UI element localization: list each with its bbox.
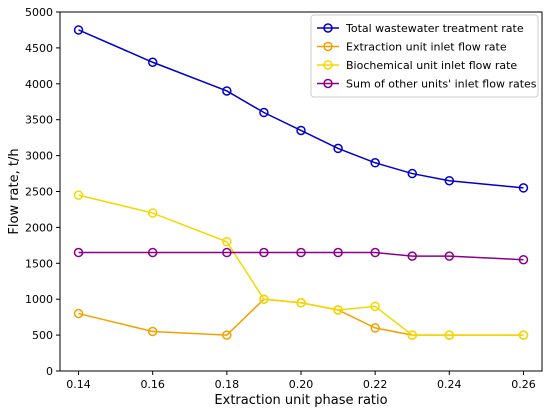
y-tick-label: 2000 <box>25 221 53 234</box>
legend-box <box>310 14 539 98</box>
data-point <box>444 330 455 340</box>
data-point <box>407 251 417 261</box>
legend-label: Biochemical unit inlet flow rate <box>346 59 517 72</box>
legend-label: Extraction unit inlet flow rate <box>346 41 507 54</box>
data-point <box>222 330 232 340</box>
legend-label: Total wastewater treatment rate <box>345 22 524 35</box>
y-tick-label: 5000 <box>25 6 53 19</box>
y-tick-label: 500 <box>32 329 53 342</box>
legend-item: Sum of other units' inlet flow rates <box>317 78 537 91</box>
x-tick-label: 0.20 <box>289 378 314 391</box>
y-tick-label: 4000 <box>25 78 53 91</box>
data-point <box>407 168 417 179</box>
legend-marker <box>323 23 333 33</box>
y-tick-label: 1500 <box>25 257 53 270</box>
data-point <box>296 247 306 258</box>
data-point <box>407 330 417 340</box>
y-axis: 0 500 1000 1500 2000 2500 3000 3500 4000 4500 5000 <box>25 6 60 378</box>
x-tick-label: 0.24 <box>437 378 462 391</box>
data-point <box>222 247 232 258</box>
series-line <box>78 194 524 336</box>
data-point <box>333 305 343 315</box>
y-tick-label: 3500 <box>25 114 53 127</box>
data-point <box>370 158 380 168</box>
y-tick-label: 0 <box>46 365 53 378</box>
data-point <box>147 57 158 68</box>
legend-marker <box>323 60 333 70</box>
data-point <box>518 330 529 340</box>
data-point <box>296 298 306 308</box>
series-total-wastewater <box>73 25 529 193</box>
legend-label: Sum of other units' inlet flow rates <box>346 78 537 91</box>
data-point <box>147 326 158 337</box>
data-point <box>444 251 455 261</box>
data-point <box>370 301 380 312</box>
series-line <box>78 29 524 189</box>
data-point <box>518 183 529 193</box>
data-point <box>370 323 380 333</box>
x-tick-label: 0.18 <box>215 378 240 391</box>
legend-item: Extraction unit inlet flow rate <box>317 41 507 54</box>
data-point <box>333 247 343 258</box>
x-tick-label: 0.22 <box>363 378 388 391</box>
x-tick-label: 0.16 <box>140 378 165 391</box>
data-point <box>73 247 84 258</box>
y-tick-label: 4500 <box>25 42 53 55</box>
data-point <box>147 247 158 258</box>
series-layer <box>73 25 529 340</box>
y-axis-label: Flow rate, t/h <box>7 148 22 234</box>
legend-marker <box>323 78 333 89</box>
legend-item: Biochemical unit inlet flow rate <box>317 59 517 72</box>
y-tick-label: 2500 <box>25 186 53 199</box>
data-point <box>259 247 269 258</box>
legend-marker <box>323 41 333 52</box>
data-point <box>296 125 306 136</box>
data-point <box>259 294 269 304</box>
y-tick-label: 1000 <box>25 293 53 306</box>
series-other-units-sum <box>73 247 529 265</box>
data-point <box>73 25 84 35</box>
series-line <box>78 251 524 261</box>
data-point <box>333 143 343 154</box>
x-tick-label: 0.14 <box>66 378 91 391</box>
legend: Total wastewater treatment rate Extractio… <box>310 14 539 98</box>
y-tick-label: 3000 <box>25 150 53 163</box>
series-biochemical-inlet <box>73 190 529 340</box>
legend-item: Total wastewater treatment rate <box>317 22 524 35</box>
data-point <box>73 308 84 319</box>
x-axis-label: Extraction unit phase ratio <box>214 393 387 408</box>
data-point <box>370 247 380 258</box>
data-point <box>444 175 455 186</box>
data-point <box>222 86 232 96</box>
x-tick-label: 0.26 <box>511 378 536 391</box>
data-point <box>147 208 158 218</box>
data-point <box>518 254 529 265</box>
data-point <box>259 107 269 118</box>
data-point <box>222 237 232 247</box>
x-axis: 0.14 0.16 0.18 0.20 0.22 0.24 0.26 <box>66 371 536 391</box>
data-point <box>73 190 84 200</box>
